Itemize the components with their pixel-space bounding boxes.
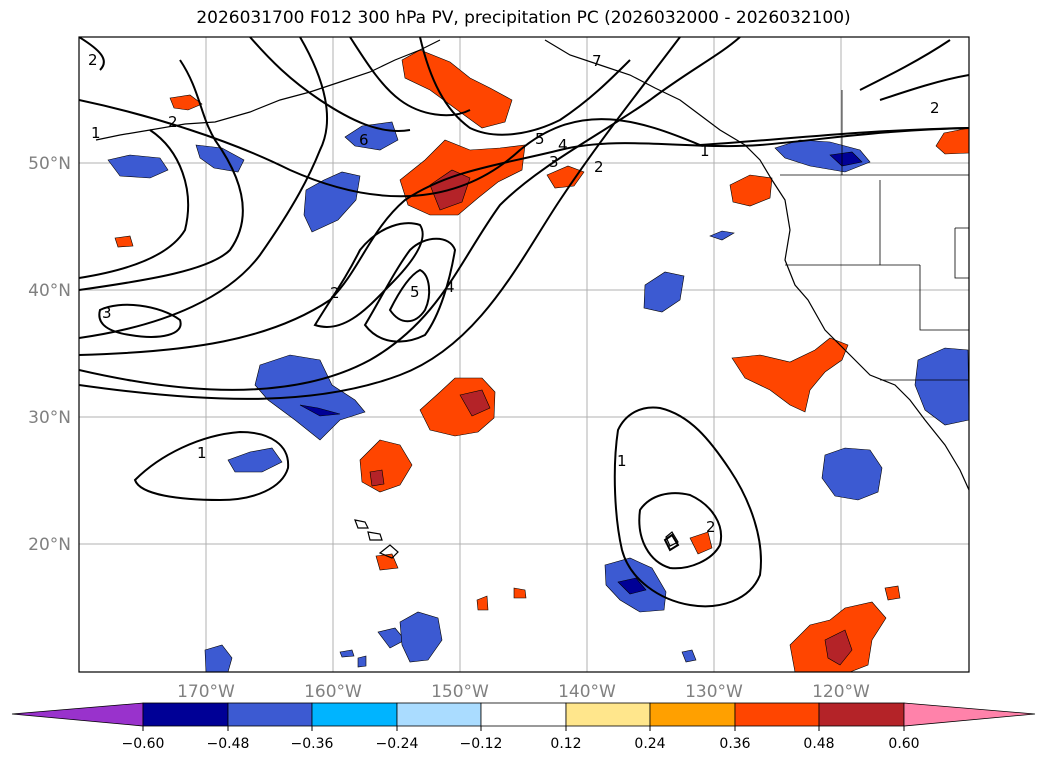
contour-labels: 2 2 1 6 5 4 3 2 1 7 2 2 5 4 3 1 1 2	[88, 51, 940, 536]
lat-label: 30°N	[28, 408, 71, 428]
lon-label: 140°W	[558, 682, 616, 702]
colorbar-tick-label: −0.48	[207, 736, 250, 752]
contour-label: 2	[594, 158, 604, 176]
lon-label: 120°W	[812, 682, 870, 702]
colorbar-tick-label: 0.48	[803, 736, 834, 752]
contour-label: 3	[102, 304, 112, 322]
contour-label: 4	[558, 136, 568, 154]
colorbar-under-arrow	[11, 702, 144, 727]
map-content: 2 2 1 6 5 4 3 2 1 7 2 2 5 4 3 1 1 2	[79, 37, 969, 672]
contour-label: 1	[617, 452, 627, 470]
colorbar-swatch	[649, 702, 736, 727]
colorbar-swatch	[734, 702, 820, 727]
colorbar-tick-label: 0.36	[719, 736, 750, 752]
colorbar-tick-label: 0.60	[888, 736, 919, 752]
colorbar-swatch	[565, 702, 651, 727]
negative-precip-areas	[107, 121, 969, 672]
positive-precip-areas	[114, 49, 969, 672]
colorbar-tick-label: −0.60	[122, 736, 165, 752]
longitude-labels: 170°W 160°W 150°W 140°W 130°W 120°W	[177, 682, 870, 702]
contour-label: 5	[410, 283, 420, 301]
lat-label: 50°N	[28, 154, 71, 174]
pv-contours	[79, 37, 969, 608]
lon-label: 150°W	[431, 682, 489, 702]
colorbar-tick-label: −0.36	[291, 736, 334, 752]
colorbar-ticks	[142, 726, 905, 731]
contour-label: 2	[330, 284, 340, 302]
contour-label: 1	[91, 124, 101, 142]
colorbar	[11, 702, 1036, 727]
contour-label: 2	[88, 51, 98, 69]
map-frame	[78, 36, 970, 673]
contour-label: 2	[168, 113, 178, 131]
lat-label: 40°N	[28, 281, 71, 301]
contour-label: 1	[197, 444, 207, 462]
lon-label: 160°W	[304, 682, 362, 702]
contour-label: 6	[359, 131, 369, 149]
colorbar-tick-labels: −0.60 −0.48 −0.36 −0.24 −0.12 0.12 0.24 …	[122, 736, 920, 752]
contour-label: 7	[592, 52, 602, 70]
contour-label: 2	[706, 518, 716, 536]
colorbar-tick-label: −0.24	[376, 736, 419, 752]
colorbar-tick-label: 0.24	[634, 736, 665, 752]
colorbar-swatch	[480, 702, 567, 727]
colorbar-swatch	[311, 702, 398, 727]
colorbar-swatch	[227, 702, 313, 727]
contour-label: 4	[445, 278, 455, 296]
lon-label: 170°W	[177, 682, 235, 702]
colorbar-swatch	[142, 702, 229, 727]
contour-label: 3	[549, 153, 559, 171]
latitude-labels: 50°N 40°N 30°N 20°N	[28, 154, 71, 555]
colorbar-over-arrow	[903, 702, 1036, 727]
map-title: 2026031700 F012 300 hPa PV, precipitatio…	[196, 8, 851, 28]
colorbar-tick-label: 0.12	[550, 736, 581, 752]
contour-label: 2	[930, 99, 940, 117]
colorbar-swatch	[396, 702, 482, 727]
lon-label: 130°W	[685, 682, 743, 702]
colorbar-tick-label: −0.12	[460, 736, 503, 752]
political-borders	[780, 90, 969, 381]
lat-label: 20°N	[28, 535, 71, 555]
contour-label: 1	[700, 142, 710, 160]
colorbar-swatch	[818, 702, 905, 727]
contour-label: 5	[535, 130, 545, 148]
